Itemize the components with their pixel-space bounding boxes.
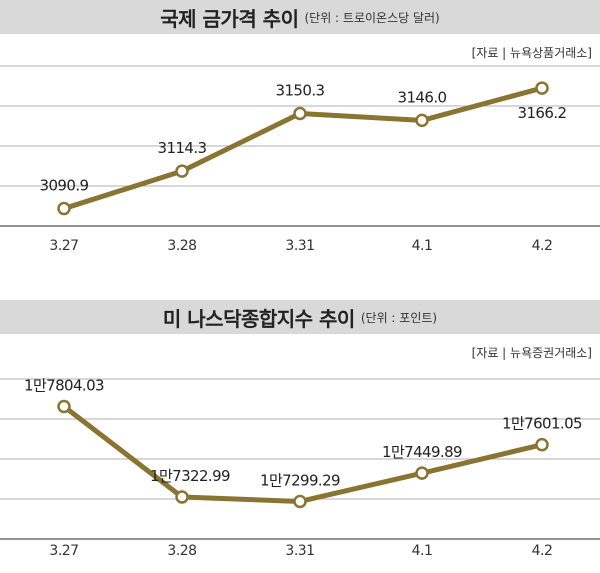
chart1-point xyxy=(293,106,307,121)
chart2-tick-label: 4.1 xyxy=(412,543,433,559)
chart1-title-bar: 국제 금가격 추이 (단위 : 트로이온스당 달러) xyxy=(0,0,600,34)
chart2-source: [자료 | 뉴욕증권거래소] xyxy=(471,346,592,360)
chart1-data-label: 3114.3 xyxy=(158,139,207,157)
chart2-data-label: 1만7322.99 xyxy=(150,467,230,485)
chart2-tick-label: 3.31 xyxy=(285,543,314,559)
chart1-plot: 3090.9 3114.3 3150.3 3146.0 3166.2 3.27 3.28 3.… xyxy=(0,65,600,254)
chart2-tick-label: 3.27 xyxy=(49,543,78,559)
chart1-tick-label: 3.31 xyxy=(285,238,314,254)
chart2-point xyxy=(57,399,71,414)
chart2-data-label: 1만7449.89 xyxy=(382,443,462,461)
chart1-tick-label: 4.1 xyxy=(412,238,433,254)
chart2-unit: (단위 : 포인트) xyxy=(360,310,438,325)
chart2-plot: 1만7804.03 1만7322.99 1만7299.29 1만7449.89 1만76… xyxy=(0,376,600,559)
chart1-data-label: 3166.2 xyxy=(518,104,567,122)
chart1-data-label: 3146.0 xyxy=(398,88,447,106)
chart1-unit: (단위 : 트로이온스당 달러) xyxy=(304,10,440,25)
chart2-tick-label: 4.2 xyxy=(532,543,553,559)
chart1-data-label: 3150.3 xyxy=(276,82,325,100)
chart1-point xyxy=(175,164,189,178)
chart1-tick-label: 3.28 xyxy=(167,238,196,254)
chart1-point xyxy=(535,81,549,95)
chart1-data-label: 3090.9 xyxy=(40,177,89,195)
chart2-title-bar: 미 나스닥종합지수 추이 (단위 : 포인트) xyxy=(0,300,600,334)
chart2-point xyxy=(535,437,549,452)
chart1-source: [자료 | 뉴욕상품거래소] xyxy=(471,46,592,60)
chart1-tick-label: 4.2 xyxy=(532,238,553,254)
chart2-point xyxy=(175,490,189,504)
chart1-point xyxy=(57,201,71,216)
chart1-tick-label: 3.27 xyxy=(49,238,78,254)
chart2-data-label: 1만7804.03 xyxy=(24,376,104,394)
chart2-data-label: 1만7601.05 xyxy=(502,415,582,433)
chart1-point xyxy=(415,113,429,128)
chart2-data-label: 1만7299.29 xyxy=(260,471,340,489)
chart1-title: 국제 금가격 추이 xyxy=(160,6,299,31)
chart2-title: 미 나스닥종합지수 추이 xyxy=(162,306,355,331)
chart2-point xyxy=(415,466,429,480)
chart2-point xyxy=(293,494,307,509)
chart2-tick-label: 3.28 xyxy=(167,543,196,559)
